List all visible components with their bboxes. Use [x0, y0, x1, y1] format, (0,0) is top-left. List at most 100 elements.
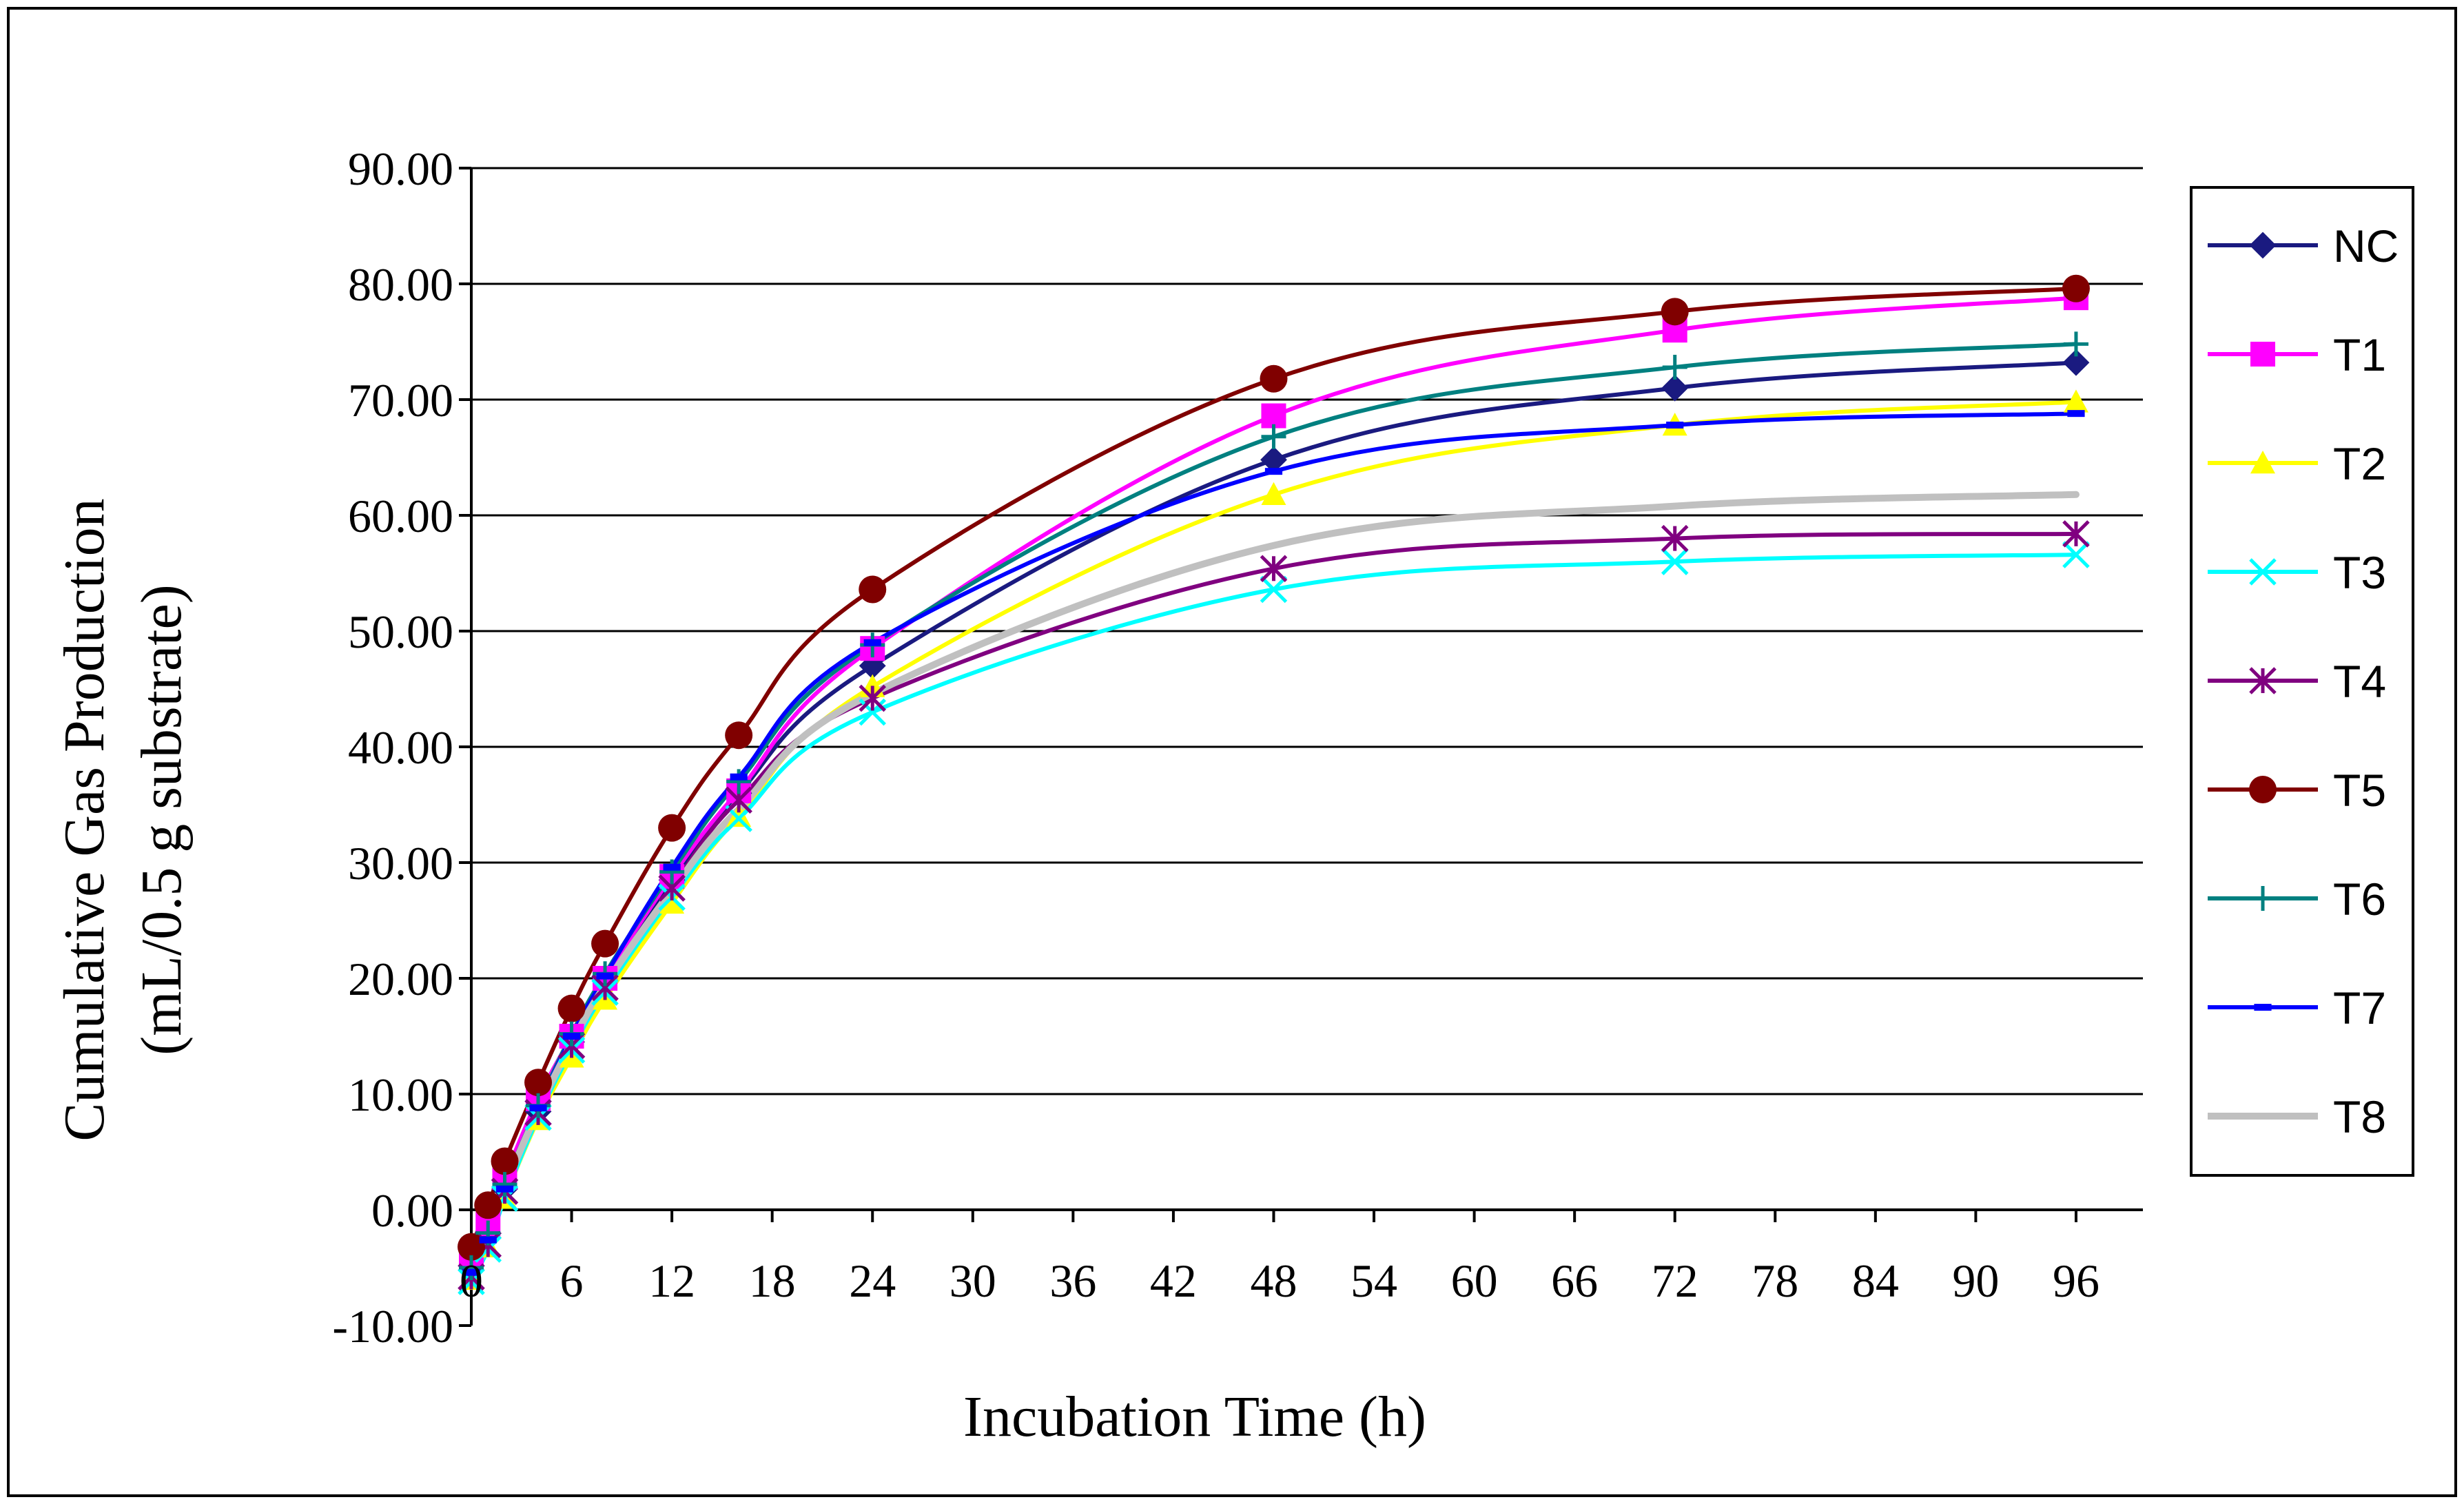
series-markers: [458, 274, 2090, 1295]
data-point-t7: [462, 1268, 480, 1276]
axes: [459, 167, 2143, 1327]
x-tick-label: 96: [2053, 1255, 2099, 1307]
legend-item-t2: T2: [2208, 438, 2386, 489]
legend-label: T4: [2333, 656, 2386, 707]
data-point-t4: [2062, 520, 2090, 548]
x-axis-tick-labels: 0 6 12 18 24 30 36 42 48 54 60 66 72 78 84 90 96: [460, 1255, 2099, 1307]
data-point-t5: [1661, 298, 1689, 326]
data-point-t3: [2062, 541, 2090, 568]
legend-marker: [2250, 342, 2275, 367]
data-point-nc: [1661, 374, 1689, 402]
y-axis-title-line-1: Cumulative Gas Production: [52, 498, 116, 1141]
x-tick-label: 54: [1351, 1255, 1397, 1307]
data-point-t3: [1661, 548, 1689, 575]
data-point-t7: [1666, 421, 1684, 429]
data-point-t7: [596, 972, 614, 980]
data-point-t7: [663, 863, 681, 871]
legend-label: T7: [2333, 982, 2386, 1033]
y-tick-label: 60.00: [348, 490, 453, 542]
x-tick-label: 12: [648, 1255, 695, 1307]
data-point-t5: [591, 929, 619, 958]
data-point-t5: [458, 1233, 485, 1261]
y-axis-tick-labels: -10.00 0.00 10.00 20.00 30.00 40.00 50.00 60.00…: [332, 143, 453, 1352]
data-point-t5: [491, 1147, 519, 1175]
data-point-t7: [479, 1236, 497, 1244]
legend-label: T2: [2333, 438, 2386, 489]
y-axis-title-line-2: (mL/0.5 g substrate): [130, 584, 194, 1055]
legend-label: NC: [2333, 220, 2399, 271]
data-point-t4: [1260, 555, 1288, 583]
data-point-t5: [859, 575, 887, 604]
y-tick-label: 70.00: [348, 374, 453, 426]
y-tick-label: 0.00: [371, 1184, 453, 1237]
x-tick-label: 18: [749, 1255, 796, 1307]
legend-marker: [2249, 231, 2277, 259]
legend-label: T3: [2333, 547, 2386, 598]
data-point-nc: [2062, 349, 2090, 376]
data-point-t5: [524, 1069, 553, 1097]
y-tick-label: 50.00: [348, 606, 453, 658]
data-point-t5: [658, 814, 686, 842]
data-point-t7: [730, 773, 748, 781]
data-point-t4: [859, 684, 887, 712]
data-point-t3: [859, 698, 887, 726]
legend-label: T1: [2333, 329, 2386, 380]
data-point-t5: [474, 1191, 502, 1219]
legend-label: T6: [2333, 874, 2386, 925]
x-tick-label: 24: [849, 1255, 896, 1307]
legend-marker: [2249, 776, 2277, 803]
data-point-t6: [726, 769, 752, 794]
legend-label: T8: [2333, 1091, 2386, 1142]
legend-marker: [2254, 1004, 2272, 1011]
series-line-t8: [468, 491, 2080, 1279]
legend-item-nc: NC: [2208, 220, 2399, 271]
legend: NC T1 T2 T3 T4 T5 T6 T7 T8: [2190, 186, 2414, 1177]
legend-item-t4: T4: [2208, 656, 2386, 707]
legend-marker: [2249, 667, 2277, 694]
x-tick-label: 30: [949, 1255, 996, 1307]
y-tick-label: 10.00: [348, 1069, 453, 1121]
data-point-t7: [2067, 410, 2085, 418]
legend-label: T5: [2333, 765, 2386, 816]
legend-marker: [2250, 886, 2275, 911]
data-point-t2: [1261, 482, 1286, 506]
data-point-t6: [2063, 331, 2088, 357]
y-tick-label: 40.00: [348, 721, 453, 774]
data-point-t5: [725, 721, 753, 750]
y-tick-label: -10.00: [332, 1300, 453, 1352]
x-tick-label: 6: [560, 1255, 584, 1307]
chart-border: [7, 7, 2457, 1497]
legend-item-t1: T1: [2208, 329, 2386, 380]
x-tick-label: 78: [1752, 1255, 1798, 1307]
data-point-t6: [659, 859, 685, 885]
legend-marker: [2249, 558, 2277, 586]
x-tick-label: 72: [1652, 1255, 1698, 1307]
y-tick-label: 90.00: [348, 143, 453, 195]
x-tick-label: 84: [1852, 1255, 1899, 1307]
data-point-t7: [863, 639, 881, 646]
data-point-t5: [557, 994, 586, 1022]
data-point-t7: [562, 1033, 581, 1040]
data-point-t3: [1260, 575, 1288, 604]
legend-item-t5: T5: [2208, 765, 2386, 816]
y-tick-label: 80.00: [348, 258, 453, 311]
legend-item-t3: T3: [2208, 547, 2386, 598]
data-point-t7: [495, 1185, 514, 1193]
x-tick-label: 90: [1952, 1255, 1999, 1307]
data-point-t5: [2062, 274, 2090, 302]
data-point-t6: [492, 1172, 517, 1197]
x-tick-label: 42: [1150, 1255, 1197, 1307]
data-point-t6: [459, 1255, 484, 1280]
x-tick-label: 48: [1250, 1255, 1297, 1307]
y-tick-label: 30.00: [348, 837, 453, 889]
data-point-t2: [659, 890, 685, 914]
data-point-t7: [1264, 468, 1283, 475]
y-tick-label: 20.00: [348, 953, 453, 1005]
data-point-t1: [1261, 403, 1286, 429]
data-point-t7: [529, 1104, 547, 1112]
x-tick-label: 60: [1451, 1255, 1498, 1307]
data-point-t5: [1260, 364, 1288, 393]
data-point-t6: [1261, 424, 1286, 449]
